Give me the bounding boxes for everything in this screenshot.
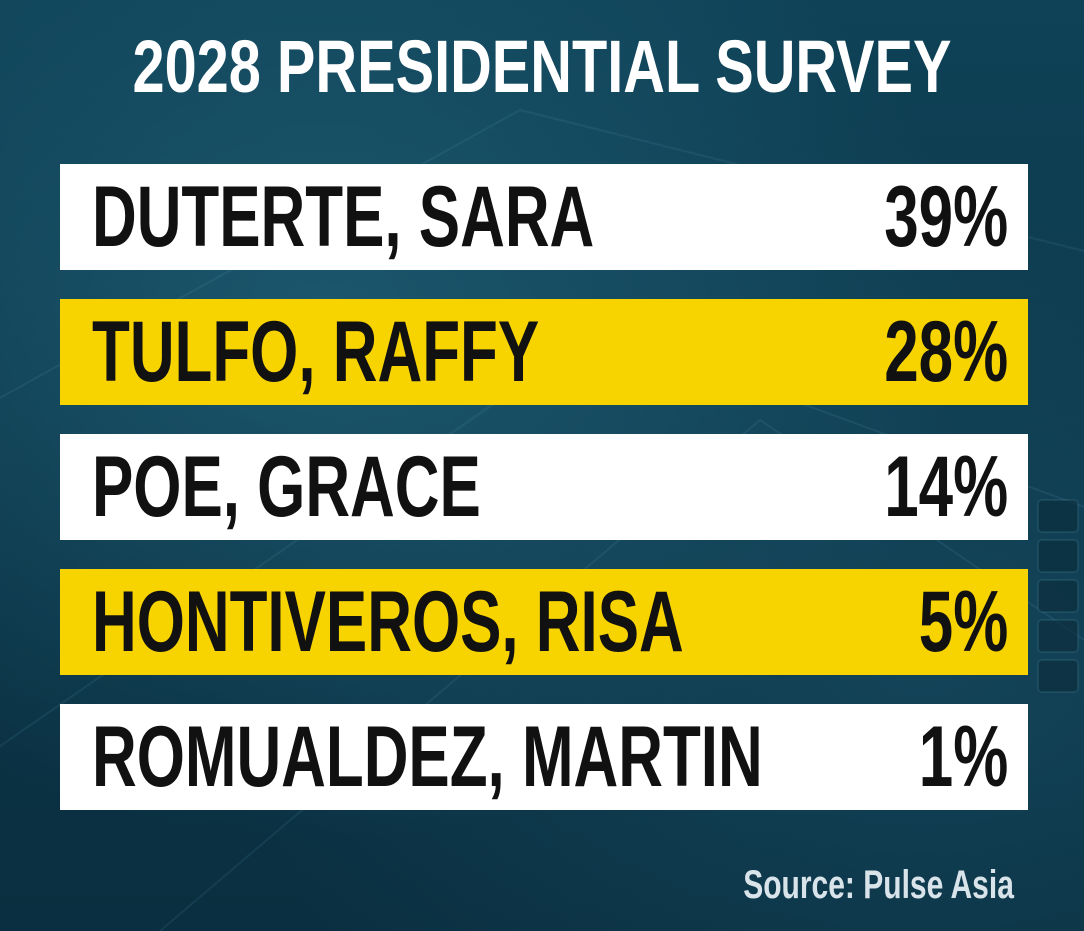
candidate-name: HONTIVEROS, RISA bbox=[92, 574, 684, 670]
survey-table: DUTERTE, SARA 39% TULFO, RAFFY 28% POE, GRAC… bbox=[60, 164, 1028, 839]
candidate-name: POE, GRACE bbox=[92, 439, 481, 535]
candidate-name: DUTERTE, SARA bbox=[92, 169, 595, 265]
candidate-percentage: 39% bbox=[884, 169, 1008, 265]
table-row: POE, GRACE 14% bbox=[60, 434, 1028, 540]
source-note: Source: Pulse Asia bbox=[743, 863, 1014, 907]
table-row: DUTERTE, SARA 39% bbox=[60, 164, 1028, 270]
table-row: TULFO, RAFFY 28% bbox=[60, 299, 1028, 405]
candidate-percentage: 14% bbox=[884, 439, 1008, 535]
candidate-name: ROMUALDEZ, MARTIN bbox=[92, 709, 763, 805]
candidate-percentage: 28% bbox=[884, 304, 1008, 400]
candidate-percentage: 5% bbox=[918, 574, 1008, 670]
chart-title: 2028 PRESIDENTIAL SURVEY bbox=[132, 25, 952, 108]
candidate-name: TULFO, RAFFY bbox=[92, 304, 540, 400]
table-row: ROMUALDEZ, MARTIN 1% bbox=[60, 704, 1028, 810]
candidate-percentage: 1% bbox=[918, 709, 1008, 805]
table-row: HONTIVEROS, RISA 5% bbox=[60, 569, 1028, 675]
